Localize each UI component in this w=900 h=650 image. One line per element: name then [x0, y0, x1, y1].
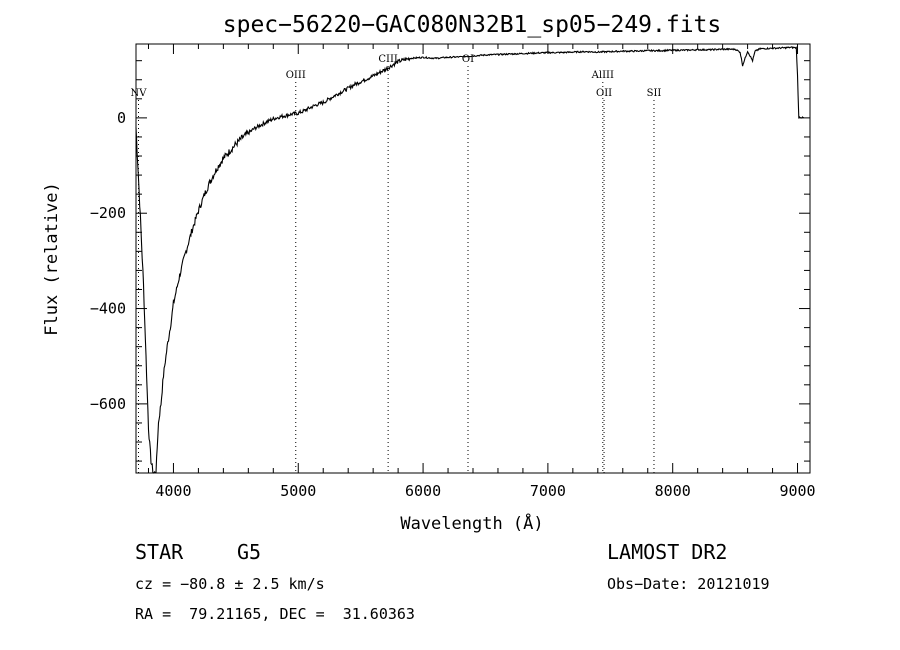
spectral-line-label: AlIII	[591, 70, 614, 81]
x-tick-label: 7000	[530, 482, 566, 500]
spectrum-series-line	[135, 46, 804, 474]
x-tick-label: 8000	[655, 482, 691, 500]
spectral-line-label: SII	[647, 88, 662, 99]
object-class: STAR	[135, 540, 184, 564]
plot-frame	[135, 43, 811, 474]
chart-title: spec−56220−GAC080N32B1_sp05−249.fits	[223, 12, 722, 38]
y-axis-label: Flux (relative)	[42, 182, 62, 336]
x-tick-label: 5000	[280, 482, 316, 500]
axes: 4000 5000 6000 7000 8000 9000 0 −200 −400 −600	[90, 44, 816, 500]
x-tick-label: 4000	[155, 482, 191, 500]
observation-date: Obs−Date: 20121019	[607, 575, 770, 593]
survey-name: LAMOST DR2	[607, 540, 728, 564]
spectral-line-markers: NV OIII CIII OI AlIII OII SII	[131, 54, 662, 473]
spectral-line-label: OII	[596, 88, 612, 99]
x-tick-label: 6000	[405, 482, 441, 500]
ra-dec: RA = 79.21165, DEC = 31.60363	[135, 605, 415, 623]
y-tick-label: −600	[90, 395, 126, 413]
x-axis-label: Wavelength (Å)	[400, 512, 543, 534]
spectral-line-label: OIII	[286, 70, 306, 81]
spectral-line-label: CIII	[378, 54, 398, 65]
spectral-line-label: NV	[131, 88, 148, 99]
object-subclass: G5	[237, 540, 262, 564]
y-tick-label: 0	[117, 109, 126, 127]
y-tick-label: −200	[90, 204, 126, 222]
x-tick-label: 9000	[779, 482, 815, 500]
spectral-line-label: OI	[462, 54, 474, 65]
y-tick-label: −400	[90, 300, 126, 318]
redshift-cz: cz = −80.8 ± 2.5 km/s	[135, 575, 325, 593]
